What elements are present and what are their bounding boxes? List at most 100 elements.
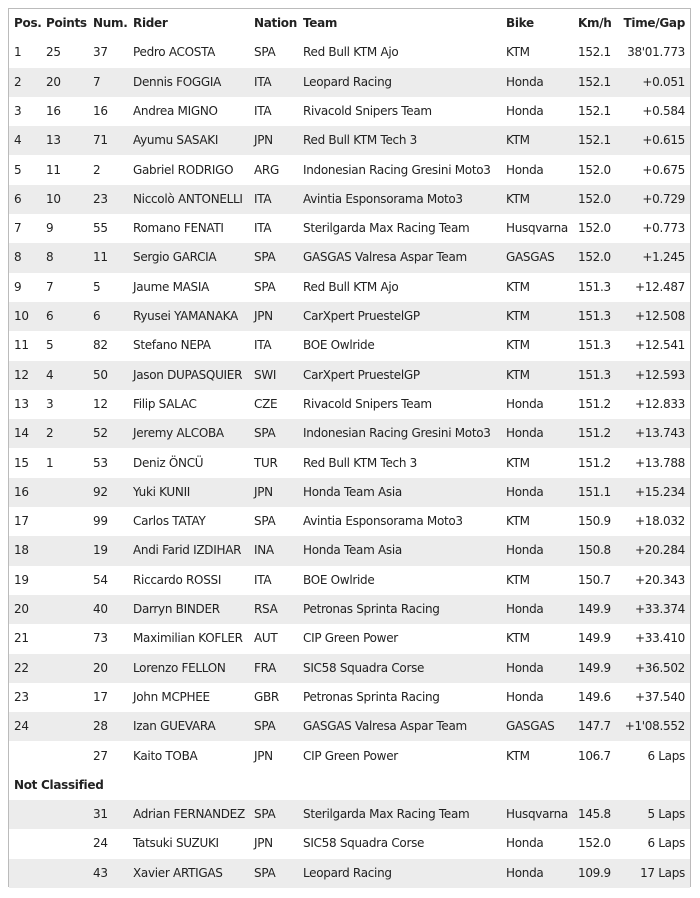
- cell: Honda: [506, 602, 544, 616]
- cell: 9: [14, 279, 22, 294]
- cell: Honda: [506, 543, 544, 558]
- cell: 5: [93, 279, 101, 294]
- cell: SPA: [254, 807, 276, 822]
- cell: 151.3: [578, 338, 611, 353]
- cell: 11: [14, 338, 29, 353]
- cell: KTM: [506, 455, 530, 470]
- cell: 19: [14, 572, 29, 587]
- cell: 17 Laps: [640, 865, 685, 880]
- cell: CIP Green Power: [303, 631, 398, 646]
- cell: 152.1: [578, 74, 611, 89]
- table-row: 22 20 Lorenzo FELLON FRA SIC58 Squadra Corse…: [9, 653, 690, 683]
- cell: 106.7: [578, 748, 611, 763]
- cell: 16: [93, 103, 108, 118]
- cell: 10: [46, 191, 61, 206]
- cell: Andi Farid IZDIHAR: [133, 543, 242, 558]
- cell: Deniz ÖNCÜ: [133, 455, 204, 470]
- cell: ITA: [254, 74, 272, 89]
- cell: 152.1: [578, 103, 611, 118]
- cell: KTM: [506, 309, 530, 323]
- cell: 19: [93, 543, 108, 558]
- cell: 109.9: [578, 865, 611, 880]
- cell: 50: [93, 367, 108, 382]
- cell: JPN: [254, 484, 273, 499]
- cell: Jaume MASIA: [133, 279, 210, 294]
- table-row: 17 99 Carlos TATAY SPA Avintia Esponsorama M…: [9, 507, 690, 536]
- table-row: 7 9 55 Romano FENATI ITA Sterilgarda Max Raci…: [9, 214, 690, 243]
- table-row: 16 92 Yuki KUNII JPN Honda Team Asia Honda 151…: [9, 477, 690, 508]
- cell: KTM: [506, 367, 530, 382]
- cell: 151.3: [578, 309, 611, 323]
- table-row: 2 20 7 Dennis FOGGIA ITA Leopard Racing Honda 1…: [9, 67, 690, 97]
- cell: Jason DUPASQUIER: [133, 367, 243, 382]
- cell: 1: [14, 45, 22, 60]
- cell: 24: [93, 836, 108, 851]
- cell: KTM: [506, 279, 530, 294]
- cell: Darryn BINDER: [133, 602, 220, 616]
- cell: Avintia Esponsorama Moto3: [303, 514, 463, 529]
- cell: GBR: [254, 689, 279, 704]
- table-row: 6 10 23 Niccolò ANTONELLI ITA Avintia Esponso…: [9, 184, 690, 215]
- cell: ITA: [254, 221, 272, 236]
- cell: 6: [93, 309, 101, 323]
- cell: 5 Laps: [647, 807, 685, 822]
- cell: CIP Green Power: [303, 748, 398, 763]
- cell: ITA: [254, 191, 272, 206]
- cell: GASGAS: [506, 250, 555, 265]
- table-row: 1 25 37 Pedro ACOSTA SPA Red Bull KTM Ajo KTM 1…: [9, 38, 690, 67]
- cell: 149.9: [578, 631, 611, 646]
- cell: 152.0: [578, 836, 611, 851]
- cell: 2: [46, 426, 54, 441]
- cell: +33.410: [635, 631, 685, 646]
- cell: 18: [14, 543, 29, 558]
- cell: +36.502: [635, 660, 685, 675]
- cell: 3: [14, 103, 22, 118]
- table-row: 10 6 6 Ryusei YAMANAKA JPN CarXpert PruestelG…: [9, 302, 690, 332]
- cell: SWI: [254, 367, 277, 382]
- cell: 5: [46, 338, 54, 353]
- cell: 150.9: [578, 514, 611, 529]
- cell: Honda Team Asia: [303, 484, 402, 499]
- cell: CarXpert PruestelGP: [303, 367, 420, 382]
- cell: Nation: [254, 16, 297, 30]
- cell: Petronas Sprinta Racing: [303, 602, 440, 616]
- cell: Points: [46, 16, 87, 30]
- table-row: 21 73 Maximilian KOFLER AUT CIP Green Power K…: [9, 624, 690, 653]
- cell: 12: [93, 396, 108, 411]
- cell: 16: [46, 103, 61, 118]
- cell: 20: [14, 602, 29, 616]
- cell: 149.9: [578, 660, 611, 675]
- cell: Honda: [506, 689, 544, 704]
- cell: Leopard Racing: [303, 74, 392, 89]
- cell: Sterilgarda Max Racing Team: [303, 807, 470, 822]
- cell: Honda: [506, 484, 544, 499]
- cell: 6: [14, 191, 22, 206]
- cell: 17: [93, 689, 108, 704]
- cell: 92: [93, 484, 108, 499]
- table-row: 43 Xavier ARTIGAS SPA Leopard Racing Honda 10…: [9, 858, 690, 888]
- cell: Rider: [133, 16, 168, 30]
- cell: 23: [93, 191, 108, 206]
- table-row: 15 1 53 Deniz ÖNCÜ TUR Red Bull KTM Tech 3 KTM…: [9, 449, 690, 478]
- cell: RSA: [254, 602, 278, 616]
- cell: 4: [46, 367, 54, 382]
- cell: KTM: [506, 572, 530, 587]
- cell: TUR: [254, 455, 278, 470]
- cell: 15: [14, 455, 29, 470]
- cell: CarXpert PruestelGP: [303, 309, 420, 323]
- table-row: 11 5 82 Stefano NEPA ITA BOE Owlride KTM 151.3 +…: [9, 331, 690, 360]
- cell: 3: [46, 396, 54, 411]
- cell: JPN: [254, 836, 273, 851]
- cell: CZE: [254, 396, 278, 411]
- cell: 151.3: [578, 279, 611, 294]
- cell: 6 Laps: [647, 748, 685, 763]
- cell: Red Bull KTM Tech 3: [303, 133, 417, 148]
- cell: Jeremy ALCOBA: [133, 426, 224, 441]
- cell: Indonesian Racing Gresini Moto3: [303, 426, 491, 441]
- cell: Filip SALAC: [133, 396, 197, 411]
- cell: 149.9: [578, 602, 611, 616]
- cell: Red Bull KTM Tech 3: [303, 455, 417, 470]
- cell: Petronas Sprinta Racing: [303, 689, 440, 704]
- cell: 13: [14, 396, 29, 411]
- cell: 38'01.773: [627, 45, 685, 60]
